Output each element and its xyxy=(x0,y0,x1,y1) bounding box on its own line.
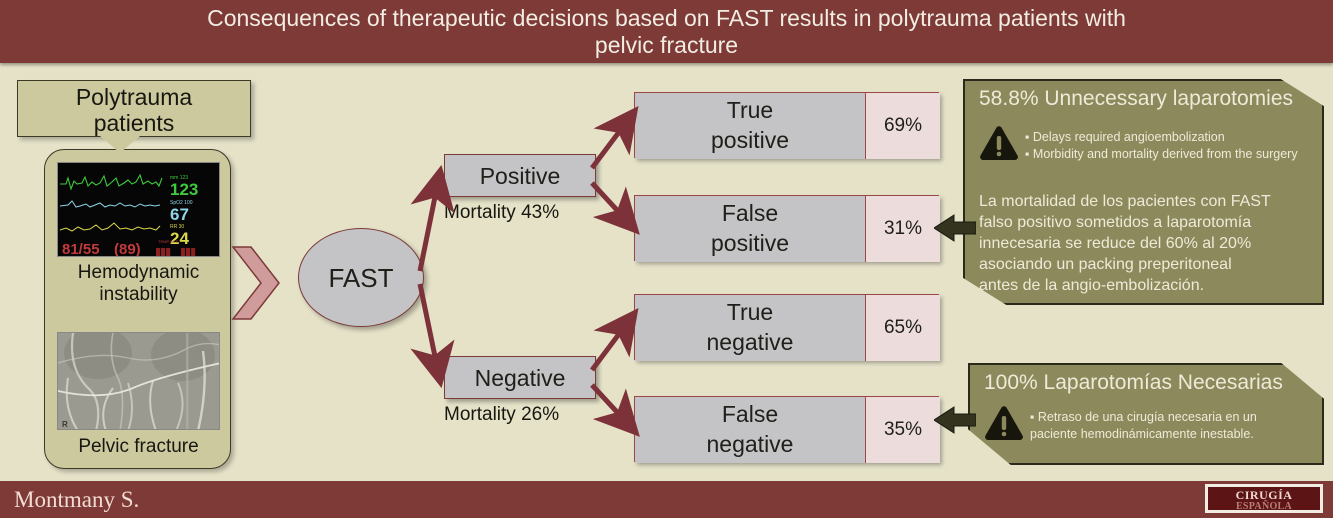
svg-text:(89): (89) xyxy=(114,241,141,257)
svg-text:81/55: 81/55 xyxy=(62,241,100,257)
svg-text:123: 123 xyxy=(170,180,198,199)
svg-text:▮▮▮: ▮▮▮ xyxy=(155,246,171,257)
svg-text:67: 67 xyxy=(170,205,189,224)
svg-text:TEMP 36.5: TEMP 36.5 xyxy=(158,239,179,244)
svg-text:R: R xyxy=(62,420,68,429)
svg-text:▮▮▮: ▮▮▮ xyxy=(180,246,196,257)
